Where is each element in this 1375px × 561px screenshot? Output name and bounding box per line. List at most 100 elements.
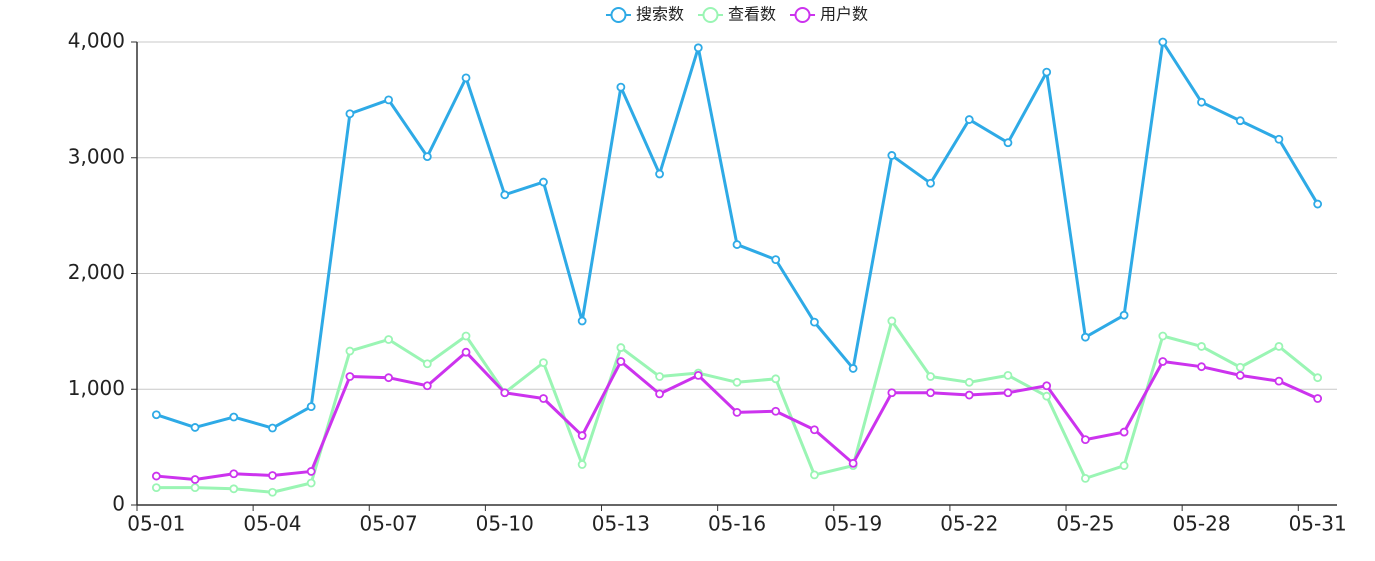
data-point: [577, 316, 587, 326]
data-point: [422, 381, 432, 391]
data-point: [1274, 376, 1284, 386]
data-point: [693, 43, 703, 53]
data-point: [1042, 67, 1052, 77]
data-point: [810, 470, 819, 480]
data-point: [616, 357, 626, 366]
data-point: [616, 82, 626, 92]
data-point: [539, 394, 548, 403]
data-point: [151, 410, 161, 420]
x-tick-label: 05-28: [1172, 512, 1230, 536]
y-tick-label: 4,000: [68, 29, 125, 53]
data-point: [1235, 116, 1245, 126]
data-point: [887, 316, 897, 326]
data-point: [1080, 473, 1090, 483]
data-point: [1274, 342, 1284, 351]
data-point: [964, 115, 974, 124]
data-point: [268, 471, 277, 480]
data-point: [964, 377, 974, 387]
data-point: [345, 372, 355, 381]
data-point: [384, 95, 394, 105]
data-point: [461, 73, 471, 83]
data-point: [151, 471, 161, 481]
data-point: [306, 467, 316, 476]
data-point: [1158, 331, 1168, 341]
x-tick-label: 05-25: [1056, 512, 1114, 536]
data-point: [306, 478, 316, 488]
x-tick-label: 05-19: [824, 512, 882, 536]
data-point: [1235, 370, 1245, 380]
series-line: [156, 319, 1319, 494]
y-tick-label: 2,000: [68, 260, 125, 284]
data-point: [616, 343, 626, 352]
data-point: [539, 358, 548, 368]
data-point: [384, 335, 394, 344]
data-point: [1197, 342, 1206, 351]
legend-label: 搜索数: [636, 5, 684, 24]
data-point: [1042, 381, 1052, 391]
y-tick-label: 0: [112, 492, 125, 516]
x-tick-label: 05-16: [708, 512, 766, 536]
data-point: [461, 347, 471, 357]
x-tick-label: 05-22: [940, 512, 998, 536]
data-point: [887, 388, 897, 398]
data-point: [771, 374, 781, 384]
data-point: [1080, 435, 1090, 445]
data-point: [1119, 461, 1129, 471]
legend-label: 用户数: [820, 5, 868, 24]
data-point: [422, 359, 432, 369]
data-point: [1119, 427, 1129, 437]
data-point: [732, 407, 742, 417]
data-point: [655, 169, 664, 179]
legend-label: 查看数: [728, 5, 776, 24]
data-point: [1003, 370, 1013, 380]
data-point: [461, 331, 471, 341]
data-point: [1235, 362, 1245, 372]
data-point: [539, 177, 548, 187]
data-point: [771, 406, 781, 416]
data-point: [1197, 362, 1206, 372]
data-point: [190, 423, 200, 432]
y-tick-label: 1,000: [68, 376, 125, 400]
series-line: [155, 40, 1319, 430]
data-point: [1158, 357, 1168, 366]
x-tick-label: 05-13: [592, 512, 650, 536]
data-point: [229, 469, 239, 479]
data-point: [345, 346, 355, 356]
data-point: [810, 425, 819, 435]
x-tick-label: 05-04: [243, 512, 301, 536]
data-point: [1080, 332, 1090, 342]
data-point: [500, 190, 510, 200]
data-point: [926, 178, 935, 188]
data-point: [1313, 199, 1323, 209]
x-tick-label: 05-01: [127, 512, 185, 536]
x-tick-label: 05-10: [476, 512, 534, 536]
data-point: [810, 317, 819, 327]
data-point: [1119, 310, 1129, 320]
x-tick-label: 05-07: [360, 512, 418, 536]
data-point: [1313, 373, 1323, 383]
data-point: [268, 487, 277, 497]
data-point: [771, 255, 781, 265]
data-point: [1158, 37, 1168, 47]
data-point: [1003, 388, 1013, 398]
data-point: [1274, 134, 1284, 144]
data-point: [306, 402, 316, 412]
data-point: [229, 484, 239, 494]
data-point: [732, 240, 742, 249]
data-point: [926, 388, 935, 398]
data-point: [693, 370, 703, 380]
data-point: [190, 475, 200, 484]
y-tick-label: 3,000: [68, 144, 125, 168]
data-point: [1003, 138, 1013, 148]
data-point: [190, 483, 200, 493]
data-point: [151, 483, 161, 493]
x-tick-label: 05-31: [1289, 512, 1347, 536]
legend-marker: [610, 7, 627, 23]
legend: 搜索数 查看数 用户数: [605, 5, 868, 24]
data-point: [345, 109, 355, 119]
data-point: [1313, 394, 1323, 403]
data-point: [1197, 97, 1206, 107]
data-point: [229, 412, 239, 422]
data-point: [887, 151, 897, 160]
